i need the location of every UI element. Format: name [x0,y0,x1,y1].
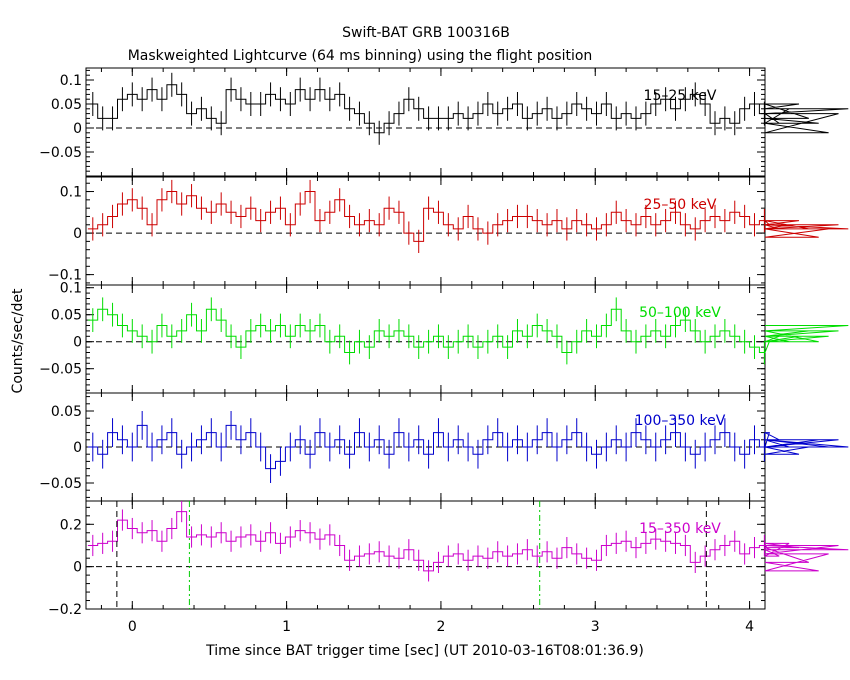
panel-3: −0.05 0 0.05 100–350 keV [39,392,849,502]
band-label: 15–350 keV [639,521,721,537]
panel-frame [85,284,766,394]
panel-4: −0.2 0 0.2 0 1 2 3 4 15–350 keV [48,500,849,635]
x-tick-label: 4 [745,619,754,635]
step-series [87,511,849,572]
band-label: 100–350 keV [635,413,726,429]
panel-frame [85,67,766,177]
figure-title: Swift-BAT GRB 100316B [342,25,510,41]
y-tick-label: 0 [73,440,82,456]
step-series [87,424,849,470]
panel-frame [85,176,766,286]
figure-subtitle: Maskweighted Lightcurve (64 ms binning) … [128,48,593,64]
y-tick-label: 0.05 [51,404,82,420]
step-series [87,308,849,353]
band-label: 25–50 keV [644,197,717,213]
y-tick-label: 0 [73,226,82,242]
y-tick-label: 0.05 [51,308,82,324]
y-tick-label: −0.2 [48,602,82,618]
y-tick-label: −0.05 [39,476,82,492]
y-tick-label: 0 [73,560,82,576]
y-axis-label: Counts/sec/det [10,288,26,393]
y-tick-label: −0.05 [39,145,82,161]
y-tick-label: −0.05 [39,362,82,378]
panel-0: −0.05 0 0.05 0.1 15–25 keV [39,67,849,177]
x-tick-label: 3 [591,619,600,635]
x-axis-label: Time since BAT trigger time [sec] (UT 20… [205,643,644,659]
y-tick-label: 0 [73,335,82,351]
band-label: 50–100 keV [639,305,721,321]
y-tick-label: 0 [73,121,82,137]
y-tick-label: −0.1 [48,268,82,284]
x-tick-label: 1 [282,619,291,635]
y-tick-label: 0.2 [60,517,82,533]
step-series [87,84,849,134]
x-tick-label: 2 [436,619,445,635]
panel-2: −0.05 0 0.05 0.1 50–100 keV [39,281,849,394]
band-label: 15–25 keV [644,88,717,104]
step-series [87,191,849,242]
x-tick-label: 0 [128,619,137,635]
panel-1: −0.1 0 0.1 25–50 keV [48,176,849,286]
y-tick-label: 0.1 [60,73,82,89]
y-tick-label: 0.1 [60,281,82,297]
y-tick-label: 0.1 [60,185,82,201]
y-tick-label: 0.05 [51,97,82,113]
panel-frame [85,500,766,610]
